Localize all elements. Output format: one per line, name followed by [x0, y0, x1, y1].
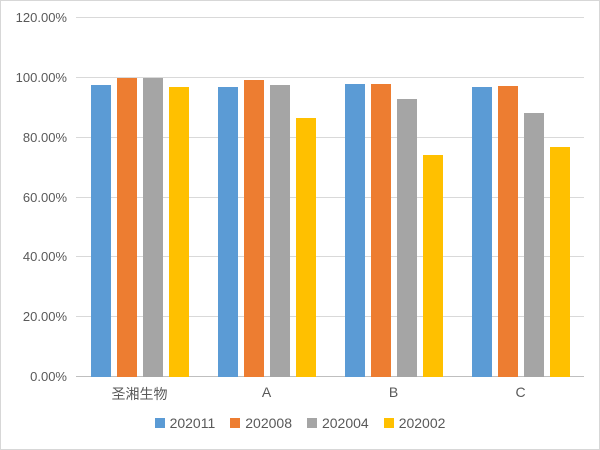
x-axis-label-1: 圣湘生物 — [111, 386, 168, 402]
bar-202004-2 — [269, 85, 290, 377]
bar-groups — [76, 18, 584, 377]
y-tick-label-80: 80.00% — [22, 129, 67, 145]
bar-202008-1 — [116, 77, 137, 377]
x-axis-label-4: C — [515, 384, 526, 400]
bar-group-4 — [457, 18, 584, 377]
y-tick-label-60: 60.00% — [22, 189, 67, 205]
bar-group-1 — [76, 18, 203, 377]
legend-item-202004: 202004 — [306, 415, 369, 431]
bar-202011-3 — [344, 83, 365, 377]
y-tick-label-40: 40.00% — [22, 249, 67, 265]
legend: 202011 202008 202004 202002 — [1, 415, 599, 431]
x-axis-label-3: B — [388, 384, 399, 400]
legend-item-202008: 202008 — [230, 415, 292, 431]
legend-swatch-icon — [230, 418, 241, 428]
bar-202008-3 — [370, 83, 391, 377]
x-axis-labels: 圣湘生物 A B C — [76, 384, 584, 404]
bar-202004-1 — [142, 77, 163, 377]
legend-label: 202002 — [398, 415, 446, 431]
y-tick-label-120: 120.00% — [15, 10, 67, 25]
gridline-100 — [76, 76, 584, 78]
bar-group-3 — [330, 18, 457, 377]
gridline-40 — [76, 256, 584, 258]
gridline-20 — [76, 316, 584, 318]
bar-202008-4 — [497, 85, 518, 377]
x-axis-line — [76, 376, 584, 377]
legend-item-202011: 202011 — [154, 415, 216, 431]
legend-label: 202011 — [169, 415, 216, 431]
bar-202004-3 — [396, 99, 417, 377]
legend-swatch-icon — [306, 418, 317, 428]
gridline-80 — [76, 136, 584, 138]
y-axis: 0.00% 20.00% 40.00% 60.00% 80.00% 100.00% 120.… — [1, 10, 67, 384]
y-tick-label-20: 20.00% — [22, 309, 67, 325]
gridline-120 — [76, 17, 584, 18]
bar-202002-2 — [295, 117, 316, 377]
plot-area — [76, 17, 584, 377]
bar-202011-2 — [217, 87, 238, 377]
bar-202002-1 — [168, 87, 189, 377]
y-tick-label-100: 100.00% — [15, 69, 67, 85]
legend-label: 202008 — [245, 415, 292, 431]
bar-202011-4 — [471, 86, 492, 377]
bar-202008-2 — [243, 79, 264, 377]
bar-202004-4 — [523, 112, 544, 377]
y-tick-label-0: 0.00% — [30, 369, 67, 384]
bar-202002-3 — [422, 155, 443, 377]
x-axis-label-2: A — [261, 384, 272, 400]
legend-swatch-icon — [383, 418, 394, 428]
bar-group-2 — [203, 18, 330, 377]
legend-swatch-icon — [154, 418, 165, 428]
bar-202002-4 — [549, 146, 570, 377]
bar-202011-1 — [90, 85, 111, 377]
legend-item-202002: 202002 — [383, 415, 446, 431]
legend-label: 202004 — [321, 415, 369, 431]
gridline-60 — [76, 196, 584, 198]
